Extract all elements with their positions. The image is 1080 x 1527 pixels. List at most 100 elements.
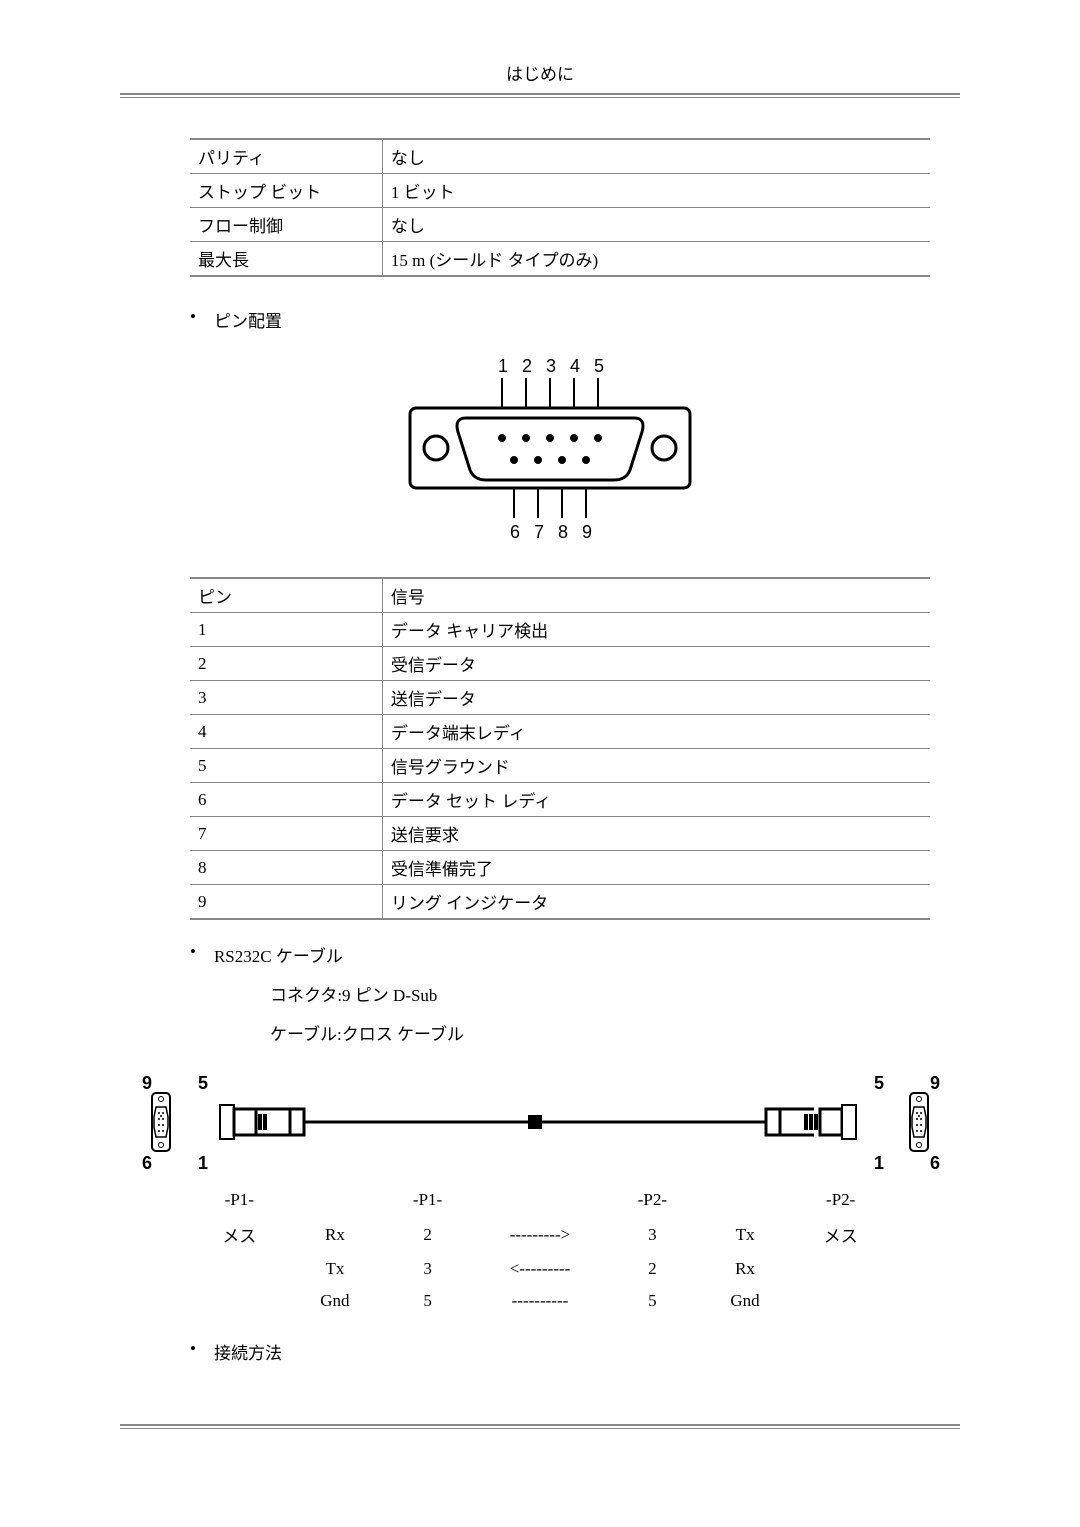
footer-divider-thin xyxy=(120,1428,960,1429)
table-row: 7送信要求 xyxy=(190,817,930,851)
svg-text:5: 5 xyxy=(874,1073,884,1093)
pin-num-1: 1 xyxy=(498,356,508,376)
table-row: 最大長 15 m (シールド タイプのみ) xyxy=(190,242,930,277)
serial-params-table: パリティ なし ストップ ビット 1 ビット フロー制御 なし 最大長 15 m… xyxy=(190,138,930,277)
wiring-dir: ---------> xyxy=(474,1216,606,1253)
pin-num-9: 9 xyxy=(582,522,592,542)
wiring-sig: Gnd xyxy=(699,1285,792,1317)
pin-cell: 8 xyxy=(190,851,382,885)
signal-cell: データ キャリア検出 xyxy=(382,613,930,647)
table-row: 2受信データ xyxy=(190,647,930,681)
wiring-pin: 3 xyxy=(381,1253,474,1285)
wiring-p1-head: -P1- xyxy=(190,1184,289,1216)
pin-cell: 2 xyxy=(190,647,382,681)
bullet-connect-method: • 接続方法 xyxy=(180,1339,960,1364)
connector-spec: コネクタ:9 ピン D-Sub xyxy=(270,981,960,1006)
wiring-sig: Tx xyxy=(699,1216,792,1253)
table-row: ピン 信号 xyxy=(190,578,930,613)
pin-cell: 6 xyxy=(190,783,382,817)
wiring-dir: ---------- xyxy=(474,1285,606,1317)
pin-header-col: ピン xyxy=(190,578,382,613)
pin-cell: 9 xyxy=(190,885,382,920)
db9-connector-icon: 1 2 3 4 5 6 7 8 9 xyxy=(370,350,710,550)
signal-cell: 送信要求 xyxy=(382,817,930,851)
bullet-label: ピン配置 xyxy=(214,307,282,332)
cable-diagram: 9 5 6 1 5 9 1 6 xyxy=(120,1069,960,1184)
wiring-side xyxy=(190,1285,289,1317)
wiring-pin: 5 xyxy=(606,1285,699,1317)
pin-cell: 7 xyxy=(190,817,382,851)
cable-spec-text: ケーブル:クロス ケーブル xyxy=(270,1025,464,1044)
svg-text:9: 9 xyxy=(930,1073,940,1093)
pin-signal-table: ピン 信号 1データ キャリア検出 2受信データ 3送信データ 4データ端末レデ… xyxy=(190,577,930,920)
table-row: 4データ端末レディ xyxy=(190,715,930,749)
signal-header-col: 信号 xyxy=(382,578,930,613)
svg-text:6: 6 xyxy=(930,1153,940,1173)
serial-params-section: パリティ なし ストップ ビット 1 ビット フロー制御 なし 最大長 15 m… xyxy=(120,138,960,277)
table-row: 3送信データ xyxy=(190,681,930,715)
table-row: Gnd 5 ---------- 5 Gnd xyxy=(190,1285,890,1317)
pin-num-2: 2 xyxy=(522,356,532,376)
wiring-table: -P1- -P1- -P2- -P2- メス Rx 2 ---------> 3… xyxy=(190,1184,890,1317)
page-header: はじめに xyxy=(120,60,960,95)
signal-cell: 受信準備完了 xyxy=(382,851,930,885)
pin-num-3: 3 xyxy=(546,356,556,376)
wiring-p2-head: -P2- xyxy=(791,1184,890,1216)
pin-table-section: ピン 信号 1データ キャリア検出 2受信データ 3送信データ 4データ端末レデ… xyxy=(120,577,960,920)
table-row: パリティ なし xyxy=(190,139,930,174)
cable-spec: ケーブル:クロス ケーブル xyxy=(270,1020,960,1045)
wiring-section: -P1- -P1- -P2- -P2- メス Rx 2 ---------> 3… xyxy=(120,1184,960,1317)
table-row: 9リング インジケータ xyxy=(190,885,930,920)
header-divider xyxy=(120,97,960,98)
wiring-sig: Tx xyxy=(289,1253,382,1285)
signal-cell: 受信データ xyxy=(382,647,930,681)
wiring-sig: Gnd xyxy=(289,1285,382,1317)
pin-cell: 5 xyxy=(190,749,382,783)
wiring-side: メス xyxy=(190,1216,289,1253)
table-row: フロー制御 なし xyxy=(190,208,930,242)
bullet-dot-icon: • xyxy=(190,942,196,962)
connector-spec-text: コネクタ:9 ピン D-Sub xyxy=(270,986,437,1005)
table-row: ストップ ビット 1 ビット xyxy=(190,174,930,208)
wiring-side xyxy=(190,1253,289,1285)
signal-cell: 送信データ xyxy=(382,681,930,715)
bullet-dot-icon: • xyxy=(190,307,196,327)
svg-text:5: 5 xyxy=(198,1073,208,1093)
wiring-pin: 5 xyxy=(381,1285,474,1317)
svg-text:6: 6 xyxy=(142,1153,152,1173)
param-label: 最大長 xyxy=(190,242,382,277)
pin-num-8: 8 xyxy=(558,522,568,542)
param-value: 1 ビット xyxy=(382,174,930,208)
table-row: -P1- -P1- -P2- -P2- xyxy=(190,1184,890,1216)
pin-num-7: 7 xyxy=(534,522,544,542)
svg-text:1: 1 xyxy=(874,1153,884,1173)
cross-cable-icon: 9 5 6 1 5 9 1 6 xyxy=(130,1069,950,1179)
wiring-pin: 3 xyxy=(606,1216,699,1253)
table-row: 8受信準備完了 xyxy=(190,851,930,885)
param-label: ストップ ビット xyxy=(190,174,382,208)
wiring-pin: 2 xyxy=(381,1216,474,1253)
param-value: 15 m (シールド タイプのみ) xyxy=(382,242,930,277)
signal-cell: データ セット レディ xyxy=(382,783,930,817)
wiring-side: メス xyxy=(791,1216,890,1253)
bullet-dot-icon: • xyxy=(190,1339,196,1359)
pin-cell: 4 xyxy=(190,715,382,749)
bullet-label: RS232C ケーブル xyxy=(214,942,343,967)
param-label: フロー制御 xyxy=(190,208,382,242)
param-value: なし xyxy=(382,139,930,174)
wiring-sig: Rx xyxy=(699,1253,792,1285)
table-row: メス Rx 2 ---------> 3 Tx メス xyxy=(190,1216,890,1253)
bullet-pin-assign: • ピン配置 xyxy=(180,307,960,332)
wiring-sig: Rx xyxy=(289,1216,382,1253)
svg-text:9: 9 xyxy=(142,1073,152,1093)
pin-cell: 3 xyxy=(190,681,382,715)
page-title: はじめに xyxy=(506,65,574,84)
table-row: 6データ セット レディ xyxy=(190,783,930,817)
signal-cell: リング インジケータ xyxy=(382,885,930,920)
pin-num-6: 6 xyxy=(510,522,520,542)
pin-cell: 1 xyxy=(190,613,382,647)
signal-cell: 信号グラウンド xyxy=(382,749,930,783)
table-row: 1データ キャリア検出 xyxy=(190,613,930,647)
footer-divider xyxy=(120,1424,960,1426)
pin-num-5: 5 xyxy=(594,356,604,376)
